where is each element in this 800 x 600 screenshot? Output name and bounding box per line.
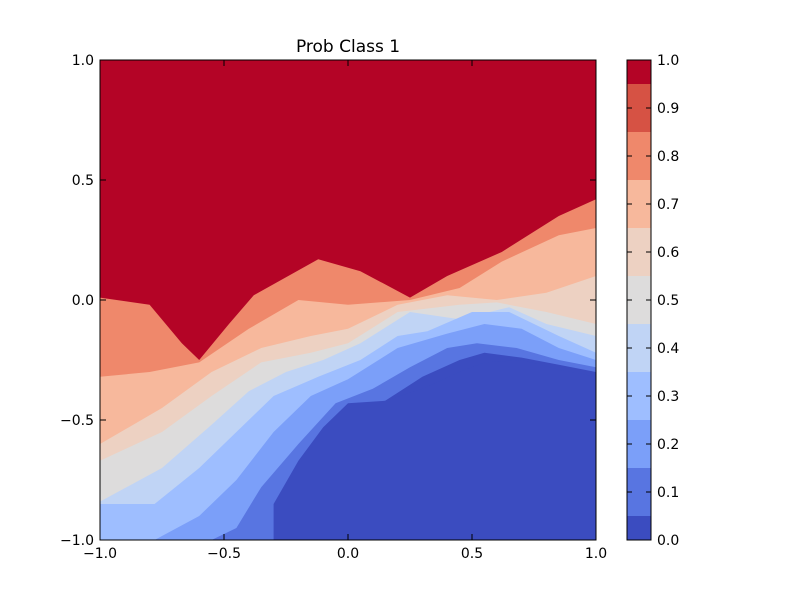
y-tick-label: 0.5 [72, 173, 94, 189]
y-tick-label: −1.0 [60, 533, 94, 549]
colorbar-tick-label: 0.4 [657, 341, 679, 357]
chart-title: Prob Class 1 [296, 37, 400, 57]
x-tick-label: 0.5 [461, 546, 483, 562]
colorbar-tick-label: 0.0 [657, 533, 679, 549]
heatmap-band-0.0 [100, 360, 596, 540]
x-tick-label: −0.5 [207, 546, 241, 562]
colorbar-tick-label: 0.8 [657, 149, 679, 165]
y-tick-label: 0.0 [72, 293, 94, 309]
colorbar-segment-0.0 [627, 516, 651, 540]
colorbar-tick-label: 0.6 [657, 245, 679, 261]
colorbar-tick-label: 0.5 [657, 293, 679, 309]
axes: −1.0 −0.5 0.0 0.5 1.0 −1.0 −0.5 0.0 0.5 1.0 [60, 53, 607, 562]
colorbar-tick-label: 0.3 [657, 389, 679, 405]
colorbar-segment-1.0 [627, 60, 651, 85]
colorbar-tick-label: 0.2 [657, 437, 679, 453]
heatmap-area [100, 60, 596, 540]
y-tick-label: 1.0 [72, 53, 94, 69]
x-tick-label: 0.0 [337, 546, 359, 562]
x-tick-label: −1.0 [83, 546, 117, 562]
colorbar-tick-label: 0.7 [657, 197, 679, 213]
colorbar-axis: 0.0 0.1 0.2 0.3 0.4 0.5 0.6 0.7 0.8 0.9 1.0 [627, 53, 679, 549]
colorbar-tick-label: 0.9 [657, 101, 679, 117]
x-tick-label: 1.0 [585, 546, 607, 562]
y-tick-label: −0.5 [60, 413, 94, 429]
colorbar-tick-label: 1.0 [657, 53, 679, 69]
colorbar-tick-label: 0.1 [657, 485, 679, 501]
